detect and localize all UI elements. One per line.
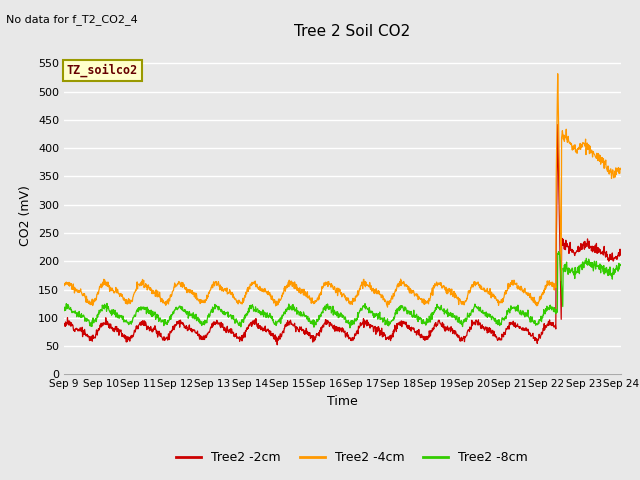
Text: Tree 2 Soil CO2: Tree 2 Soil CO2 <box>294 24 410 39</box>
Tree2 -4cm <box>60 283 68 288</box>
Text: TZ_soilco2: TZ_soilco2 <box>67 64 138 77</box>
Tree2 -4cm <box>246 281 254 287</box>
X-axis label: Time: Time <box>327 395 358 408</box>
Tree2 -2cm <box>429 327 437 333</box>
Tree2 -2cm <box>551 323 559 328</box>
Tree2 -4cm <box>554 71 561 77</box>
Tree2 -2cm <box>60 321 68 327</box>
Legend: Tree2 -2cm, Tree2 -4cm, Tree2 -8cm: Tree2 -2cm, Tree2 -4cm, Tree2 -8cm <box>172 446 532 469</box>
Tree2 -2cm <box>617 248 625 254</box>
Tree2 -2cm <box>184 326 191 332</box>
Tree2 -4cm <box>383 304 391 310</box>
Tree2 -8cm <box>429 312 437 317</box>
Tree2 -2cm <box>554 121 561 127</box>
Tree2 -8cm <box>551 309 559 315</box>
Tree2 -8cm <box>184 309 191 315</box>
Line: Tree2 -8cm: Tree2 -8cm <box>64 252 621 328</box>
Y-axis label: CO2 (mV): CO2 (mV) <box>19 186 33 246</box>
Tree2 -2cm <box>502 327 509 333</box>
Tree2 -8cm <box>246 304 254 310</box>
Tree2 -2cm <box>273 342 281 348</box>
Tree2 -8cm <box>555 249 563 254</box>
Tree2 -4cm <box>551 284 559 289</box>
Line: Tree2 -4cm: Tree2 -4cm <box>64 74 621 307</box>
Line: Tree2 -2cm: Tree2 -2cm <box>64 124 621 345</box>
Tree2 -2cm <box>170 325 178 331</box>
Tree2 -8cm <box>60 305 68 311</box>
Tree2 -4cm <box>429 286 437 292</box>
Tree2 -2cm <box>246 321 254 327</box>
Tree2 -8cm <box>170 308 178 313</box>
Tree2 -8cm <box>346 325 354 331</box>
Text: No data for f_T2_CO2_4: No data for f_T2_CO2_4 <box>6 14 138 25</box>
Tree2 -4cm <box>617 166 625 172</box>
Tree2 -8cm <box>617 262 625 268</box>
Tree2 -4cm <box>170 284 178 290</box>
Tree2 -4cm <box>502 291 509 297</box>
Tree2 -4cm <box>184 287 191 293</box>
Tree2 -8cm <box>502 316 509 322</box>
